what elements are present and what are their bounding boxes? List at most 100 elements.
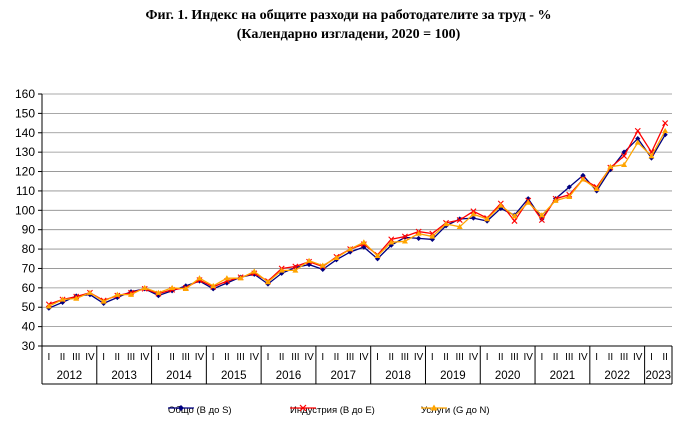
year-label-2021: 2021: [550, 370, 576, 382]
series-0-point: [155, 293, 162, 299]
y-tick-label: 70: [22, 261, 36, 275]
legend-item-total: Общо (B до S): [168, 402, 232, 418]
y-tick-label: 30: [22, 339, 36, 353]
series-2-point: [237, 275, 244, 281]
series-2-point: [415, 230, 422, 236]
series-2-point: [45, 303, 52, 309]
quarter-tick-label: IV: [523, 352, 533, 363]
quarter-tick-label: II: [498, 352, 504, 363]
series-1-point: [538, 217, 545, 223]
series-1-point: [401, 233, 408, 240]
series-2-point: [100, 298, 107, 304]
series-2-point: [470, 211, 477, 217]
y-tick-label: 100: [15, 203, 35, 217]
series-1-point: [292, 263, 299, 270]
quarter-tick-label: III: [456, 352, 464, 363]
quarter-tick-label: II: [334, 352, 340, 363]
series-2-point: [114, 291, 121, 297]
quarter-tick-label: III: [291, 352, 299, 363]
quarter-tick-label: III: [346, 352, 354, 363]
legend-swatch-industry: [290, 404, 316, 412]
quarter-tick-label: III: [182, 352, 190, 363]
quarter-tick-label: I: [321, 352, 324, 363]
quarter-tick-label: II: [553, 352, 559, 363]
chart-legend: Общо (B до S) Индустрия (B до E) Услуги …: [0, 402, 697, 418]
series-2-point: [525, 199, 532, 205]
year-label-2019: 2019: [440, 370, 466, 382]
year-label-2023: 2023: [646, 370, 672, 382]
quarter-tick-label: III: [401, 352, 409, 363]
quarter-tick-label: I: [541, 352, 544, 363]
series-2-point: [538, 212, 545, 218]
series-1-point: [621, 153, 628, 160]
series-2-point: [347, 246, 354, 252]
series-2-point: [552, 197, 559, 203]
y-tick-label: 80: [22, 242, 36, 256]
series-line-0: [48, 134, 666, 309]
y-tick-label: 50: [22, 300, 36, 314]
series-2-point: [662, 127, 669, 134]
series-2-point: [429, 233, 436, 239]
y-tick-label: 130: [15, 145, 35, 159]
series-2-point: [210, 282, 217, 289]
series-2-point: [223, 275, 230, 281]
series-1-point: [634, 127, 641, 134]
quarter-tick-label: I: [650, 352, 653, 363]
legend-label-industry: Индустрия (B до E): [290, 404, 375, 416]
legend-item-industry: Индустрия (B до E): [290, 402, 375, 418]
quarter-tick-label: IV: [359, 352, 369, 363]
legend-item-services: Услуги (G до N): [421, 402, 490, 418]
quarter-tick-label: II: [224, 352, 230, 363]
y-tick-label: 120: [15, 165, 35, 179]
series-2-point: [306, 257, 313, 263]
y-tick-label: 90: [22, 223, 36, 237]
series-line-1: [48, 122, 666, 305]
year-label-2017: 2017: [331, 370, 357, 382]
quarter-tick-label: I: [595, 352, 598, 363]
year-label-2016: 2016: [276, 370, 302, 382]
series-2-point: [182, 285, 189, 292]
series-2-point: [443, 220, 450, 227]
series-2-point: [511, 213, 518, 219]
quarter-tick-label: II: [60, 352, 66, 363]
quarter-tick-label: I: [267, 352, 270, 363]
series-2-point: [59, 296, 66, 302]
quarter-tick-label: II: [608, 352, 614, 363]
quarter-tick-label: IV: [85, 352, 95, 363]
quarter-tick-label: II: [115, 352, 121, 363]
series-2-point: [456, 223, 463, 229]
series-1-point: [456, 217, 463, 223]
quarter-tick-label: I: [157, 352, 160, 363]
quarter-tick-label: IV: [633, 352, 643, 363]
y-tick-label: 60: [22, 281, 36, 295]
year-label-2013: 2013: [111, 370, 137, 382]
quarter-tick-label: II: [169, 352, 175, 363]
series-2-point: [360, 239, 367, 245]
quarter-tick-label: III: [565, 352, 573, 363]
quarter-tick-label: III: [510, 352, 518, 363]
series-2-point: [579, 176, 586, 182]
chart-title: Фиг. 1. Индекс на общите разходи на рабо…: [145, 8, 552, 23]
series-2-point: [86, 289, 93, 295]
series-0-point: [59, 299, 66, 305]
year-label-2012: 2012: [57, 370, 83, 382]
series-0-point: [306, 261, 312, 268]
series-0-point: [279, 270, 285, 276]
quarter-tick-label: IV: [195, 352, 205, 363]
quarter-tick-label: II: [279, 352, 285, 363]
quarter-tick-label: IV: [578, 352, 588, 363]
series-2-point: [155, 289, 162, 295]
quarter-tick-label: III: [620, 352, 628, 363]
quarter-tick-label: I: [431, 352, 434, 363]
year-label-2015: 2015: [221, 370, 247, 382]
series-2-point: [634, 139, 641, 145]
series-0-point: [498, 205, 504, 211]
legend-label-total: Общо (B до S): [168, 404, 232, 416]
quarter-tick-label: I: [376, 352, 379, 363]
legend-swatch-total: [168, 405, 194, 411]
y-tick-label: 160: [15, 87, 35, 101]
series-0-point: [470, 215, 477, 221]
series-2-point: [319, 262, 326, 268]
quarter-tick-label: II: [388, 352, 394, 363]
series-2-point: [607, 163, 614, 169]
